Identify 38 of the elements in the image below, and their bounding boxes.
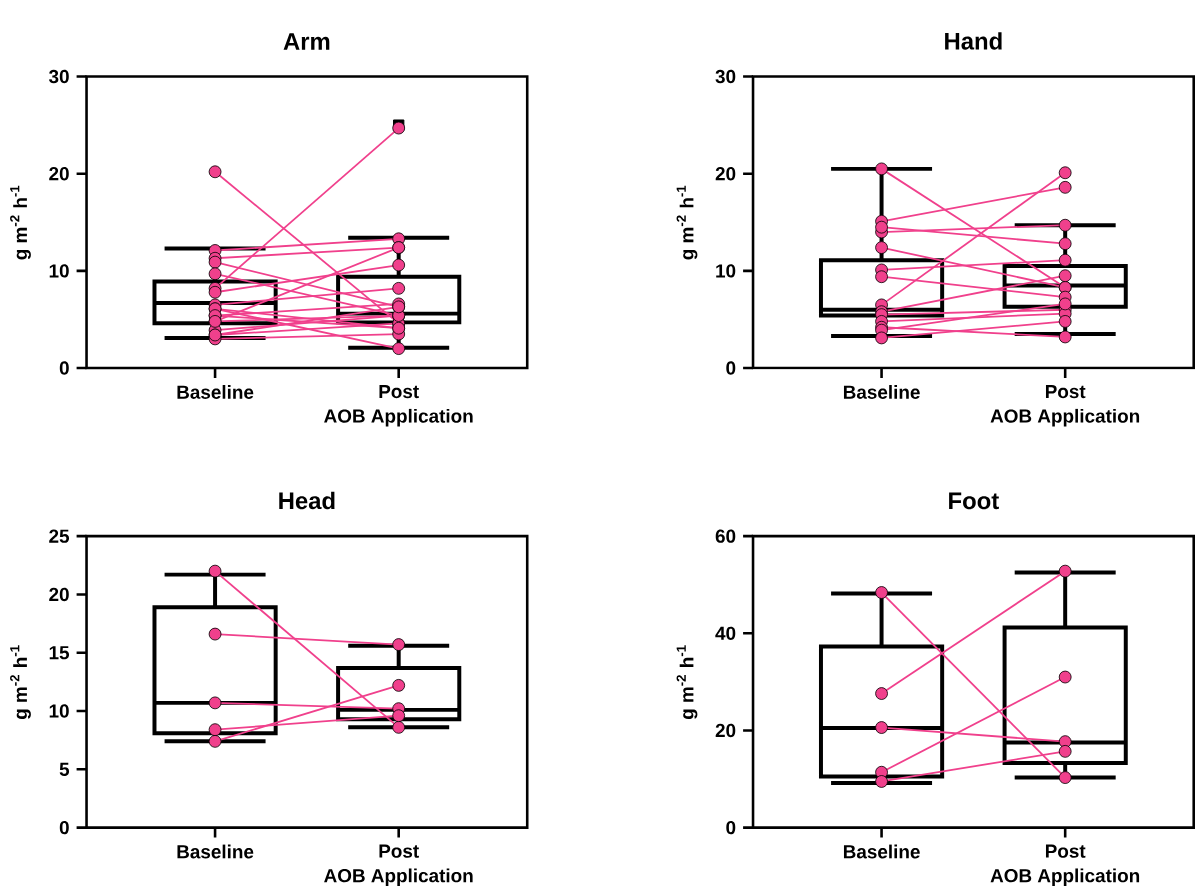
y-tick-label: 10 xyxy=(49,704,69,718)
x-tick-label: Post xyxy=(379,844,419,858)
y-tick-label: 15 xyxy=(49,646,70,660)
chart-title: Foot xyxy=(949,492,999,510)
chart-title: Head xyxy=(279,491,335,510)
y-tick-label: 30 xyxy=(48,70,69,84)
x-tick-label: Baseline xyxy=(843,385,920,400)
x-tick-label: Post xyxy=(1045,844,1086,858)
x-tick-label: Post xyxy=(1045,385,1086,399)
y-axis-title: g m$^{-2}$ h$^{-1}$ xyxy=(676,185,698,260)
y-tick-label: 20 xyxy=(715,723,736,738)
y-tick-label: 20 xyxy=(49,587,69,602)
y-axis-title: g m$^{-2}$ h$^{-1}$ xyxy=(10,645,31,720)
x-axis-title: AOB Application xyxy=(324,409,473,427)
y-tick-label: 10 xyxy=(49,264,69,278)
y-tick-label: 20 xyxy=(715,167,736,181)
x-axis-title: AOB Application xyxy=(990,868,1140,887)
y-tick-label: 30 xyxy=(715,70,736,84)
y-tick-label: 40 xyxy=(715,626,736,641)
x-tick-label: Baseline xyxy=(843,844,920,859)
y-tick-label: 20 xyxy=(49,167,69,181)
y-tick-label: 10 xyxy=(716,264,736,278)
y-axis-title: g m$^{-2}$ h$^{-1}$ xyxy=(10,185,31,260)
chart-title: Arm xyxy=(283,33,330,50)
y-tick-label: 0 xyxy=(59,361,69,375)
chart-title: Hand xyxy=(945,32,1002,50)
x-axis-title: AOB Application xyxy=(990,409,1140,427)
y-tick-label: 0 xyxy=(726,361,736,375)
x-tick-label: Post xyxy=(379,385,419,399)
y-axis-title: g m$^{-2}$ h$^{-1}$ xyxy=(676,645,698,720)
y-tick-label: 0 xyxy=(59,821,69,835)
x-tick-label: Baseline xyxy=(177,385,254,400)
y-tick-label: 5 xyxy=(59,762,70,777)
x-tick-label: Baseline xyxy=(177,844,254,859)
x-axis-title: AOB Application xyxy=(324,868,473,887)
y-tick-label: 60 xyxy=(715,529,736,543)
y-tick-label: 0 xyxy=(726,821,736,835)
y-tick-label: 25 xyxy=(49,529,70,543)
